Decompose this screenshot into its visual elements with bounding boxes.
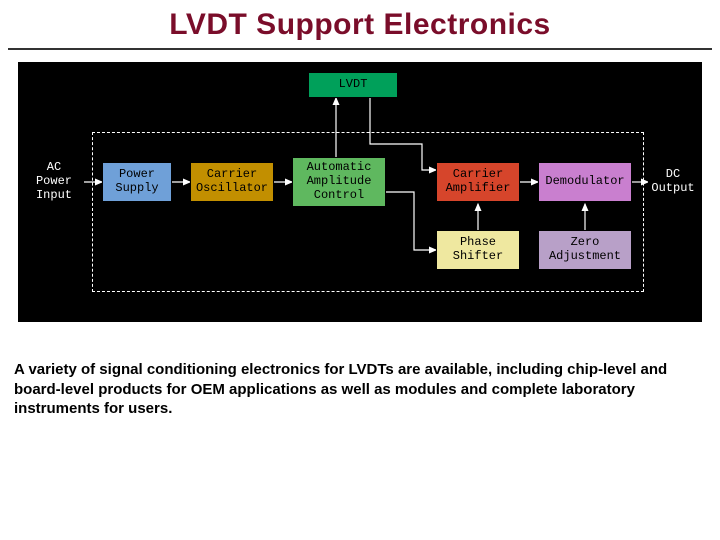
block-demod: Demodulator bbox=[538, 162, 632, 202]
block-dc-output: DCOutput bbox=[648, 162, 698, 202]
caption-text: A variety of signal conditioning electro… bbox=[14, 360, 696, 419]
block-ac-input: ACPowerInput bbox=[24, 157, 84, 207]
diagram-container: LVDT ACPowerInput PowerSupply CarrierOscill… bbox=[18, 62, 702, 322]
slide-title: LVDT Support Electronics bbox=[0, 0, 720, 48]
block-lvdt: LVDT bbox=[308, 72, 398, 98]
block-carrier-osc: CarrierOscillator bbox=[190, 162, 274, 202]
title-underline bbox=[8, 48, 712, 50]
block-diagram: LVDT ACPowerInput PowerSupply CarrierOscill… bbox=[18, 62, 702, 322]
block-phase-shifter: PhaseShifter bbox=[436, 230, 520, 270]
block-carrier-amp: CarrierAmplifier bbox=[436, 162, 520, 202]
block-aac: AutomaticAmplitudeControl bbox=[292, 157, 386, 207]
block-power-supply: PowerSupply bbox=[102, 162, 172, 202]
slide-root: LVDT Support Electronics LVDT ACPowerInpu… bbox=[0, 0, 720, 540]
block-zero-adj: ZeroAdjustment bbox=[538, 230, 632, 270]
